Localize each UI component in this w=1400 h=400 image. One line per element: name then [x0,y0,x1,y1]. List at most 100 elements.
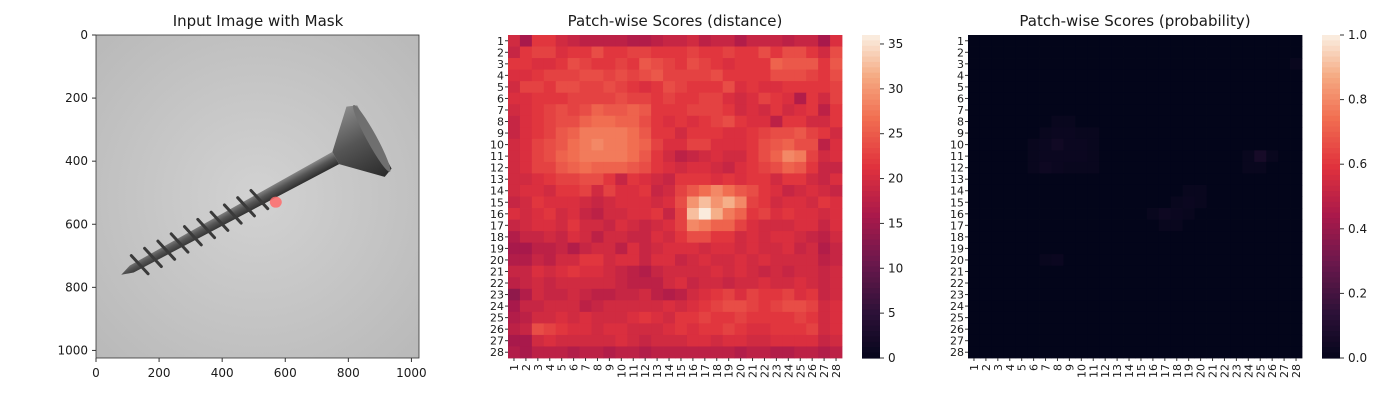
heatmap-cell [686,104,700,117]
heatmap-cell [1051,196,1064,209]
heatmap-cell [1003,254,1017,267]
heatmap-cell [675,69,688,82]
heatmap-cell [567,46,580,59]
heatmap-cell [579,208,592,220]
heatmap-cell [663,58,676,71]
heatmap-cell [1254,104,1267,117]
heatmap-cell [1266,300,1279,313]
colorbar-segment [1322,277,1340,284]
heatmap-cell [710,92,724,105]
heatmap-cell [1039,69,1052,82]
heatmap-cell [543,173,557,186]
heatmap-cell [758,311,771,324]
heatmap-cell [770,334,783,347]
heatmap-cell [758,58,771,71]
heatmap-cell [710,150,724,163]
heatmap-cell [830,277,843,290]
heatmap-cell [1182,115,1196,128]
colorbar-segment [1322,266,1340,273]
heatmap-cell [1194,92,1207,105]
heatmap-cell [615,35,628,47]
heatmap-cell [686,81,700,94]
heatmap-cell [1158,58,1172,71]
heatmap-cell [675,300,688,313]
heatmap-cell [651,150,664,163]
colorbar-segment [1322,325,1340,332]
heatmap-cell [758,69,771,82]
colorbar-segment [862,223,880,230]
heatmap-cell [627,288,640,301]
heatmap-cell [1135,104,1148,117]
heatmap-cell [591,46,604,59]
heatmap-cell [1075,219,1088,232]
heatmap-cell [830,231,843,244]
heatmap-cell [758,104,771,117]
heatmap-cell [991,196,1005,209]
heatmap-cell [770,242,783,255]
heatmap-cell [1135,58,1148,71]
heatmap-cell [758,46,771,59]
heatmap-cell [1170,334,1184,347]
heatmap-cell [1015,196,1029,209]
heatmap-cell [615,46,628,59]
heatmap-cell [1015,35,1029,47]
colorbar-segment [862,148,880,155]
heatmap-cell [508,311,521,324]
colorbar-segment [1322,56,1340,63]
heatmap-cell [663,35,676,47]
heatmap-cell [1051,242,1064,255]
heatmap-cell [1278,46,1291,59]
heatmap-cell [758,161,771,174]
heatmap-cell [1206,81,1219,94]
heatmap-cell [818,127,831,140]
heatmap-cell [818,115,831,128]
colorbar-tick-label: 5 [888,306,896,320]
heatmap-cell [722,254,736,267]
row-label: 16 [950,208,964,221]
heatmap-cell [1206,231,1219,244]
heatmap-cell [794,150,807,163]
colorbar-segment [1322,185,1340,192]
heatmap-cell [698,184,712,197]
heatmap-cell [1075,346,1088,359]
heatmap-cell [782,277,795,290]
heatmap-cell [1218,196,1231,209]
heatmap-cell [830,92,843,105]
heatmap-cell [1015,138,1029,151]
heatmap-cell [663,288,676,301]
heatmap-cell [1170,242,1184,255]
heatmap-cell [1063,173,1076,186]
heatmap-cell [1266,311,1279,324]
col-label: 1 [968,364,981,371]
heatmap-cell [567,161,580,174]
heatmap-cell [1111,81,1124,94]
y-tick-label: 1000 [57,343,88,357]
heatmap-cell [1230,311,1243,324]
heatmap-cell [639,46,652,59]
heatmap-cell [1146,150,1160,163]
heatmap-cell [1039,115,1052,128]
heatmap-cell [615,161,628,174]
heatmap-cell [698,150,712,163]
heatmap-cell [591,277,604,290]
heatmap-cell [1278,300,1291,313]
heatmap-cell [591,231,604,244]
heatmap-cell [1194,196,1207,209]
row-label: 19 [490,242,504,255]
heatmap-cell [770,138,783,151]
heatmap-cell [651,138,664,151]
heatmap-cell [1003,277,1017,290]
heatmap-cell [968,323,981,336]
heatmap-cell [627,311,640,324]
heatmap-cell [1170,346,1184,359]
heatmap-cell [1290,277,1303,290]
heatmap-cell [1063,311,1076,324]
heatmap-cell [543,323,557,336]
heatmap-cell [1123,277,1136,290]
colorbar-tick-label: 0.8 [1348,93,1367,107]
heatmap-cell [1158,242,1172,255]
heatmap-cell [675,58,688,71]
row-label: 23 [950,289,964,302]
col-label: 19 [1183,364,1196,378]
heatmap-cell [1230,231,1243,244]
